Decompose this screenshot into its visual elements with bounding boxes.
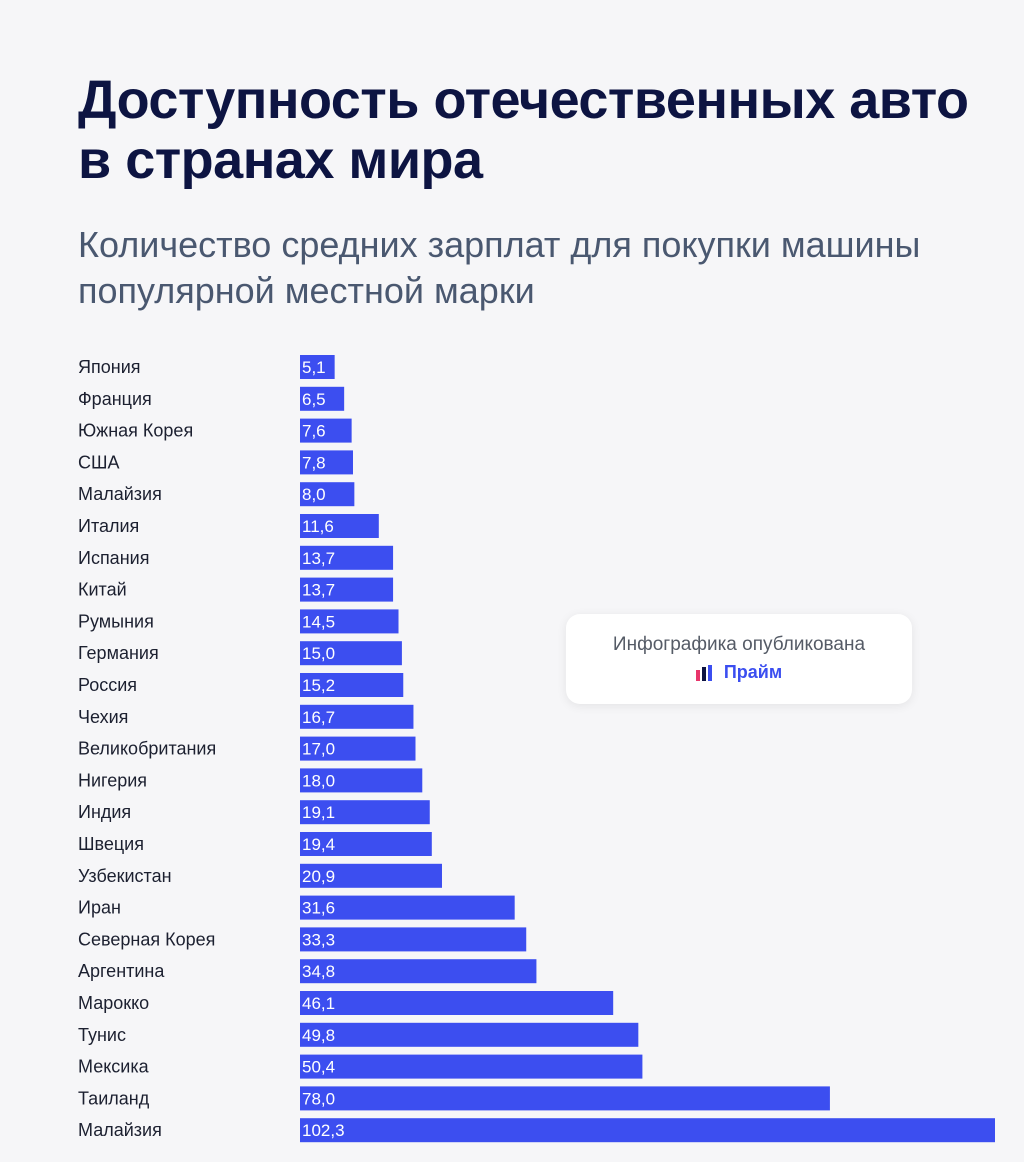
bar (300, 895, 515, 920)
chart-title: Доступность отечественных авто в странах… (78, 70, 969, 190)
bar (300, 736, 416, 761)
category-label: Мексика (78, 1057, 150, 1077)
category-label: Швеция (78, 834, 144, 854)
value-label: 31,6 (302, 899, 335, 918)
value-label: 7,8 (302, 453, 326, 472)
value-label: 46,1 (302, 994, 335, 1013)
bar (300, 959, 537, 984)
brand-name: Прайм (723, 662, 783, 682)
value-label: 16,7 (302, 708, 335, 727)
bar (300, 1118, 995, 1143)
value-label: 11,6 (302, 517, 334, 536)
bar (300, 863, 442, 888)
value-label: 13,7 (302, 549, 335, 568)
category-label: Марокко (78, 993, 149, 1013)
value-label: 50,4 (302, 1058, 335, 1077)
category-label: Аргентина (78, 961, 165, 981)
value-label: 78,0 (302, 1089, 335, 1108)
category-label: Япония (78, 357, 141, 377)
bar (300, 927, 527, 952)
bar (300, 991, 614, 1015)
value-label: 15,2 (302, 676, 335, 695)
value-label: 102,3 (302, 1121, 345, 1140)
category-label: Румыния (78, 611, 154, 631)
category-label: Нигерия (78, 770, 147, 790)
value-label: 15,0 (302, 644, 335, 663)
badge-text: Инфографика опубликована (612, 634, 866, 655)
value-label: 49,8 (302, 1026, 335, 1045)
category-label: Китай (78, 580, 127, 600)
bar (300, 514, 379, 538)
bar (300, 386, 345, 411)
category-label: Малайзия (78, 1120, 162, 1140)
category-label: Испания (78, 548, 149, 568)
value-label: 6,5 (302, 390, 326, 409)
category-label: Иран (78, 898, 121, 918)
bar (300, 1054, 643, 1079)
bar (300, 418, 352, 443)
category-label: Франция (78, 389, 152, 409)
category-label: США (78, 452, 120, 472)
brand: Прайм (695, 662, 783, 683)
category-label: Италия (78, 516, 139, 536)
category-label: Россия (78, 675, 137, 695)
category-label: Германия (78, 643, 159, 663)
bar (300, 800, 430, 825)
value-label: 19,1 (302, 803, 335, 822)
bar (300, 1022, 639, 1047)
bar (300, 577, 394, 602)
bar (300, 450, 353, 475)
bar (300, 768, 423, 793)
bar (300, 832, 432, 856)
bar (300, 704, 414, 729)
category-label: Индия (78, 802, 131, 822)
publication-badge: Инфографика опубликована Прайм (566, 614, 912, 704)
value-label: 5,1 (302, 358, 326, 377)
bar (300, 355, 335, 379)
value-label: 8,0 (302, 485, 326, 504)
value-label: 18,0 (302, 771, 335, 790)
category-label: Чехия (78, 707, 128, 727)
value-label: 7,6 (302, 422, 326, 441)
bar (300, 482, 355, 507)
category-label: Малайзия (78, 484, 162, 504)
value-label: 13,7 (302, 581, 335, 600)
bar-chart: Япония 5,1 Франция 6,5 Южная Корея 7,6 США 7,8 М… (78, 355, 995, 1143)
category-label: Тунис (78, 1025, 126, 1045)
prime-logo-icon (695, 664, 712, 681)
bar (300, 641, 402, 666)
value-label: 14,5 (302, 612, 335, 631)
bar (300, 545, 394, 570)
bar (300, 1086, 830, 1111)
value-label: 20,9 (302, 867, 335, 886)
category-label: Узбекистан (78, 866, 172, 886)
category-label: Южная Корея (78, 421, 193, 441)
value-label: 17,0 (302, 740, 335, 759)
category-label: Великобритания (78, 739, 216, 759)
value-label: 34,8 (302, 962, 335, 981)
value-label: 19,4 (302, 835, 335, 854)
chart-subtitle: Количество средних зарплат для покупки м… (78, 224, 921, 311)
value-label: 33,3 (302, 930, 335, 949)
bar (300, 673, 404, 697)
category-label: Северная Корея (78, 929, 215, 949)
bar (300, 609, 399, 634)
category-label: Таиланд (78, 1088, 150, 1108)
